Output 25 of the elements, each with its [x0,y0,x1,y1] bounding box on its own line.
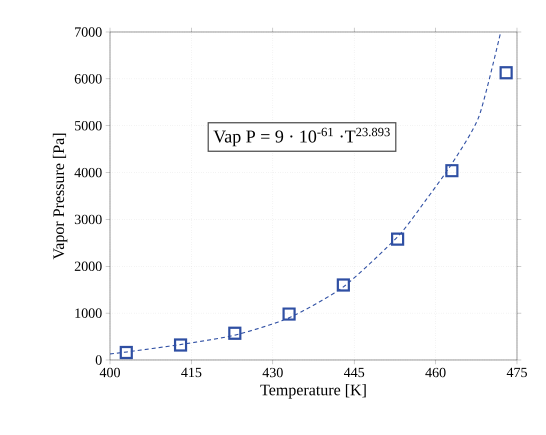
point [391,232,404,246]
point [500,66,513,80]
y-tick-label: 7000 [75,27,102,37]
point [282,307,296,321]
point [336,278,350,292]
point [228,326,242,340]
y-tick-label: 6000 [74,74,102,84]
y-tick-label: 3000 [74,214,102,224]
x-tick-label: 430 [262,368,283,378]
y-tick-label: 5000 [75,120,102,130]
x-tick-label: 415 [181,368,202,378]
x-axis-title: Temperature [K] [260,384,366,399]
point [120,346,133,360]
x-tick-label: 400 [100,368,120,378]
x-tick-label: 445 [344,368,364,378]
x-tick-label: 460 [425,368,446,378]
x-tick-label: 475 [506,368,527,378]
y-tick-label: 4000 [74,168,102,178]
y-axis-title: Vapor Pressure [Pa] [52,134,68,260]
y-tick-label: 0 [96,355,102,365]
point [174,338,188,352]
y-tick-label: 1000 [75,308,102,318]
point [445,164,458,178]
annotation: Vap P = 9 · 10$^{-61}$ ·T$^{23.893}$ [213,128,390,146]
y-tick-label: 2000 [74,262,102,271]
